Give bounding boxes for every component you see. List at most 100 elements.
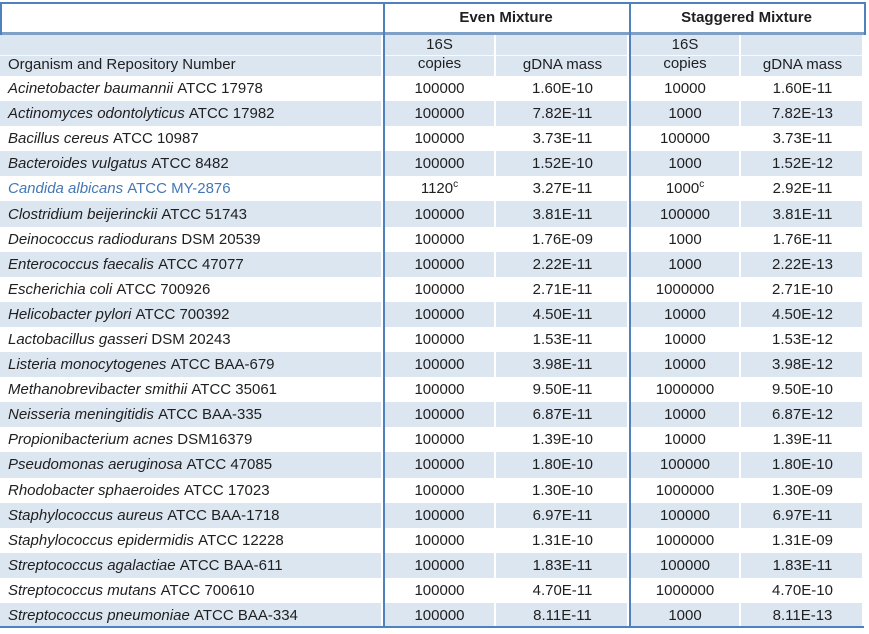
staggered-copies-value: 10000 <box>664 80 706 98</box>
even-gdna-value: 1.80E-10 <box>532 456 593 474</box>
staggered-gdna-mass-cell: 2.71E-10 <box>741 277 864 302</box>
staggered-gdna-mass-cell: 1.83E-11 <box>741 553 864 578</box>
even-copies-value: 100000 <box>414 80 465 98</box>
staggered-copies-value: 100000 <box>659 205 711 223</box>
even-gdna-mass-cell: 4.70E-11 <box>496 578 629 603</box>
organism-name: Actinomyces odontolyticus <box>8 105 185 123</box>
repository-number: ATCC BAA-611 <box>175 556 283 574</box>
even-copies-value: 100000 <box>414 431 465 449</box>
even-gdna-mass-cell: 1.53E-11 <box>496 327 629 352</box>
staggered-16s-copies-header: 16S copies <box>629 35 741 76</box>
staggered-copies-value: 100000 <box>659 130 711 148</box>
organism-cell: Enterococcus faecalis ATCC 47077 <box>0 252 383 277</box>
staggered-gdna-mass-cell: 4.70E-10 <box>741 578 864 603</box>
table-row: Acinetobacter baumannii ATCC 17978 10000… <box>0 76 864 101</box>
staggered-16s-copies-cell: 1000 <box>629 151 741 176</box>
table-row: Staphylococcus epidermidis ATCC 12228 10… <box>0 528 864 553</box>
staggered-copies-header-line2: copies <box>663 55 707 72</box>
staggered-gdna-value: 7.82E-13 <box>772 105 833 123</box>
organism-cell: Streptococcus agalactiae ATCC BAA-611 <box>0 553 383 578</box>
organism-name: Streptococcus agalactiae <box>8 556 176 574</box>
even-gdna-value: 1.83E-11 <box>532 556 593 574</box>
repository-number: ATCC 12228 <box>193 531 284 549</box>
organism-name: Helicobacter pylori <box>8 305 132 323</box>
staggered-16s-copies-cell: 10000 <box>629 402 741 427</box>
organism-cell: Deinococcus radiodurans DSM 20539 <box>0 227 383 252</box>
staggered-copies-value: 1000000 <box>655 381 715 399</box>
organism-cell: Lactobacillus gasseri DSM 20243 <box>0 327 383 352</box>
staggered-copies-value: 1000 <box>665 180 700 198</box>
staggered-gdna-mass-cell: 8.11E-13 <box>741 603 864 628</box>
organism-cell: Rhodobacter sphaeroides ATCC 17023 <box>0 478 383 503</box>
even-gdna-mass-cell: 1.83E-11 <box>496 553 629 578</box>
even-gdna-mass-cell: 8.11E-11 <box>496 603 629 628</box>
staggered-gdna-mass-cell: 1.80E-10 <box>741 452 864 477</box>
staggered-16s-copies-cell: 10000 <box>629 327 741 352</box>
even-copies-value: 100000 <box>414 556 465 574</box>
repository-number: ATCC BAA-1718 <box>163 506 280 524</box>
repository-number: ATCC 700610 <box>156 581 255 599</box>
even-gdna-mass-cell: 3.98E-11 <box>496 352 629 377</box>
even-copies-value: 100000 <box>414 255 465 273</box>
even-copies-value: 100000 <box>414 607 465 625</box>
table-row: Escherichia coli ATCC 700926 100000 2.71… <box>0 277 864 302</box>
even-gdna-value: 8.11E-11 <box>533 607 592 625</box>
even-gdna-value: 1.39E-10 <box>532 431 593 449</box>
table-row: Pseudomonas aeruginosa ATCC 47085 100000… <box>0 452 864 478</box>
staggered-copies-value: 1000 <box>668 255 702 273</box>
even-copies-value: 100000 <box>414 330 465 348</box>
staggered-gdna-value: 1.52E-12 <box>772 155 833 173</box>
organism-cell: Pseudomonas aeruginosa ATCC 47085 <box>0 452 383 477</box>
even-gdna-value: 3.73E-11 <box>532 130 593 148</box>
organism-name: Rhodobacter sphaeroides <box>8 481 180 499</box>
staggered-16s-copies-cell: 1000000 <box>629 578 741 603</box>
even-gdna-value: 1.76E-09 <box>532 230 593 248</box>
even-gdna-mass-cell: 7.82E-11 <box>496 101 629 126</box>
organism-name: Staphylococcus epidermidis <box>8 531 194 549</box>
staggered-gdna-mass-cell: 3.98E-12 <box>741 352 864 377</box>
even-gdna-value: 3.98E-11 <box>532 356 593 374</box>
even-16s-copies-cell: 100000 <box>383 478 496 503</box>
organism-name: Propionibacterium acnes <box>8 431 174 449</box>
even-copies-header-line1: 16S <box>426 36 453 53</box>
even-gdna-mass-cell: 6.87E-11 <box>496 402 629 427</box>
even-gdna-value: 6.87E-11 <box>532 406 593 424</box>
even-16s-copies-cell: 100000 <box>383 377 496 402</box>
even-copies-value: 100000 <box>414 105 465 123</box>
organism-name: Methanobrevibacter smithii <box>8 381 188 399</box>
staggered-gdna-value: 1.80E-10 <box>772 456 833 474</box>
staggered-16s-copies-cell: 10000 <box>629 76 741 101</box>
even-copies-value: 100000 <box>414 305 465 323</box>
even-16s-copies-cell: 100000 <box>383 427 496 452</box>
staggered-gdna-mass-cell: 1.52E-12 <box>741 151 864 176</box>
staggered-gdna-mass-cell: 2.92E-11 <box>741 176 864 201</box>
repository-number: ATCC 17982 <box>184 105 275 123</box>
organism-name: Listeria monocytogenes <box>8 356 167 374</box>
even-gdna-mass-cell: 1.60E-10 <box>496 76 629 101</box>
even-gdna-value: 9.50E-11 <box>532 381 593 399</box>
staggered-gdna-value: 1.30E-09 <box>772 481 833 499</box>
even-gdna-mass-cell: 1.76E-09 <box>496 227 629 252</box>
even-gdna-value: 4.70E-11 <box>532 581 593 599</box>
staggered-gdna-value: 1.83E-11 <box>772 556 833 574</box>
staggered-16s-copies-cell: 10000 <box>629 302 741 327</box>
staggered-gdna-mass-cell: 3.73E-11 <box>741 126 864 151</box>
even-gdna-value: 1.53E-11 <box>532 330 593 348</box>
organism-cell: Staphylococcus epidermidis ATCC 12228 <box>0 528 383 553</box>
organism-name: Neisseria meningitidis <box>8 406 154 424</box>
staggered-16s-copies-cell: 1000000 <box>629 528 741 553</box>
even-gdna-mass-cell: 1.39E-10 <box>496 427 629 452</box>
staggered-gdna-value: 1.76E-11 <box>772 230 833 248</box>
even-gdna-value: 3.27E-11 <box>532 180 593 198</box>
table-body: Acinetobacter baumannii ATCC 17978 10000… <box>0 76 866 629</box>
staggered-gdna-value: 1.31E-09 <box>772 531 833 549</box>
staggered-gdna-value: 1.39E-11 <box>772 431 833 449</box>
staggered-gdna-mass-cell: 1.53E-12 <box>741 327 864 352</box>
table-row: Enterococcus faecalis ATCC 47077 100000 … <box>0 251 864 277</box>
staggered-gdna-value: 8.11E-13 <box>772 607 833 625</box>
staggered-16s-copies-cell: 100000 <box>629 201 741 226</box>
even-16s-copies-cell: 100000 <box>383 578 496 603</box>
organism-cell: Streptococcus pneumoniae ATCC BAA-334 <box>0 603 383 628</box>
staggered-copies-value: 10000 <box>664 431 706 449</box>
staggered-gdna-value: 6.87E-12 <box>772 406 833 424</box>
